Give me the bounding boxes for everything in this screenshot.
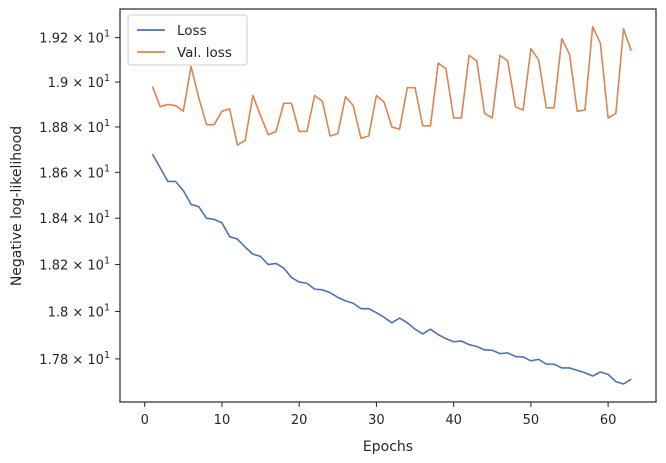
y-axis-label: Negative log-likelihood xyxy=(9,126,25,286)
y-axis-ticks: 1.78 × 101 1.8 × 101 1.82 × 101 1.84 × 101 1… xyxy=(39,29,120,368)
series-layer xyxy=(151,25,633,385)
legend-label-val-loss: Val. loss xyxy=(177,45,232,61)
y-tick-label: 1.88 × 101 xyxy=(39,118,110,136)
x-tick-label: 20 xyxy=(291,413,308,428)
x-tick-label: 10 xyxy=(214,413,231,428)
series-line-0 xyxy=(151,153,632,385)
x-axis-ticks: 0 10 20 30 40 50 60 xyxy=(141,402,617,428)
y-tick-label: 1.78 × 101 xyxy=(39,350,110,368)
x-tick-label: 30 xyxy=(368,413,385,428)
y-tick-label: 1.84 × 101 xyxy=(39,209,110,227)
legend: Loss Val. loss xyxy=(127,14,248,66)
y-tick-label: 1.92 × 101 xyxy=(39,29,110,47)
legend-label-loss: Loss xyxy=(177,23,207,39)
series-line-1 xyxy=(151,25,633,146)
y-tick-label: 1.82 × 101 xyxy=(39,256,110,274)
y-tick-label: 1.86 × 101 xyxy=(39,163,110,181)
x-tick-label: 60 xyxy=(600,413,617,428)
x-tick-label: 40 xyxy=(445,413,462,428)
y-tick-label: 1.8 × 101 xyxy=(48,302,110,320)
y-tick-label: 1.9 × 101 xyxy=(48,73,110,91)
x-axis-label: Epochs xyxy=(363,439,413,455)
plot-frame xyxy=(119,8,657,403)
x-tick-label: 50 xyxy=(523,413,540,428)
x-tick-label: 0 xyxy=(141,413,149,428)
